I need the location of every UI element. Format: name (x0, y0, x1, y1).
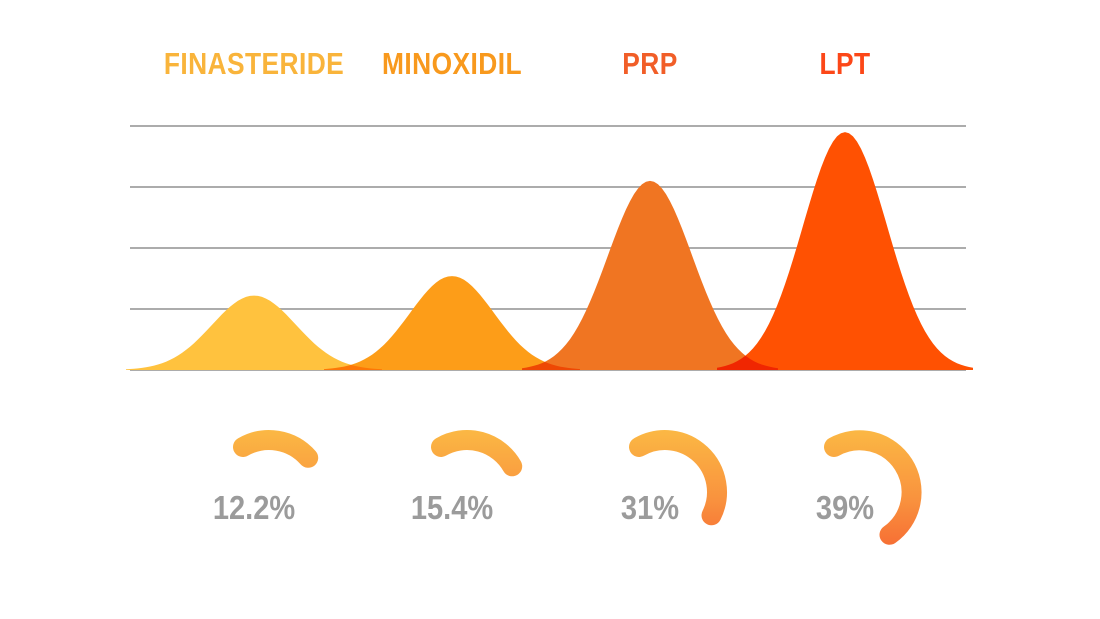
treatment-label-finasteride: FINASTERIDE (163, 46, 345, 81)
percent-label-minoxidil: 15.4% (410, 489, 494, 526)
arc-group (233, 430, 922, 545)
treatment-label-minoxidil: MINOXIDIL (382, 46, 522, 81)
bell-curve-finasteride (126, 295, 382, 370)
percent-label-lpt: 39% (815, 489, 875, 526)
progress-arc-prp (629, 430, 727, 526)
treatment-label-lpt: LPT (819, 46, 871, 81)
percent-label-prp: 31% (620, 489, 680, 526)
bell-curve-lpt (717, 132, 973, 370)
bell-curves (126, 132, 973, 370)
bell-curve-prp (522, 180, 778, 370)
progress-arc-minoxidil (431, 430, 523, 477)
treatment-label-prp: PRP (622, 46, 678, 81)
bell-curve-minoxidil (324, 276, 580, 370)
bell-curve-chart (126, 125, 973, 371)
progress-arc-lpt (824, 430, 922, 545)
percent-label-finasteride: 12.2% (212, 489, 296, 526)
progress-arcs (233, 430, 922, 545)
progress-arc-finasteride (233, 430, 319, 468)
